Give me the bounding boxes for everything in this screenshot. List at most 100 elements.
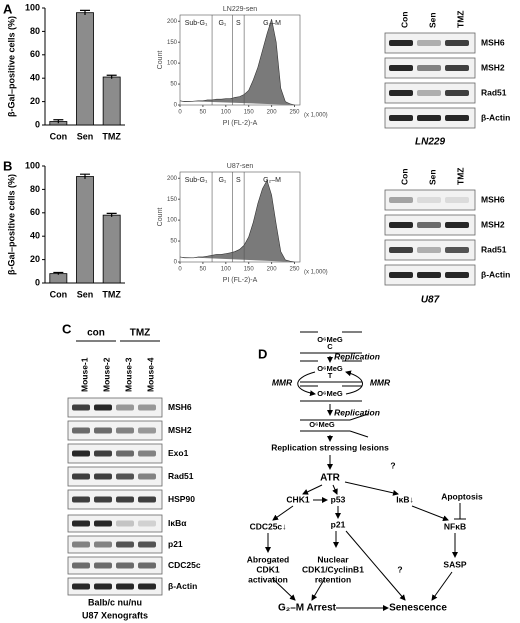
blot-band <box>445 90 469 96</box>
blot-band <box>72 541 90 548</box>
blot-band <box>417 197 441 203</box>
bar <box>76 12 94 126</box>
diagram-node: O⁶MeG <box>317 364 343 373</box>
blot-band <box>72 473 90 480</box>
blot-band <box>138 541 156 548</box>
blot-band <box>138 496 156 503</box>
blot-band <box>116 541 134 548</box>
diagram-node: Senescence <box>389 603 447 614</box>
diagram-node: T <box>328 371 333 380</box>
blot-band <box>417 115 441 121</box>
diagram-node: ? <box>390 460 395 470</box>
y-tick-label: 150 <box>167 197 178 203</box>
histogram <box>179 19 295 106</box>
row-label: HSP90 <box>168 494 195 504</box>
column-label: Mouse-3 <box>123 357 133 392</box>
bar <box>76 176 94 284</box>
gate-label: Sub-G₁ <box>185 177 208 184</box>
blot-frame <box>384 239 476 261</box>
diagram-node: C <box>327 342 333 351</box>
blot-band <box>445 115 469 121</box>
group-label: TMZ <box>130 328 151 339</box>
row-label: MSH6 <box>481 194 505 204</box>
blot-band <box>94 473 112 480</box>
blot-band <box>417 272 441 278</box>
diagram-node: O⁶MeG <box>309 420 335 429</box>
x-tick-label: 100 <box>221 110 232 116</box>
gate-label: G₁ <box>218 177 226 184</box>
y-axis-label: β-Gal–positive cells (%) <box>6 174 16 275</box>
row-label: Rad51 <box>168 471 194 481</box>
diagram-node: ? <box>397 564 402 574</box>
x-axis-label: PI (FL-2)-A <box>223 277 258 284</box>
histogram <box>179 179 295 263</box>
blot-band <box>389 90 413 96</box>
blot-band <box>417 222 441 228</box>
row-label: MSH2 <box>168 425 192 435</box>
y-axis-label: β-Gal–positive cells (%) <box>6 16 16 117</box>
row-label: MSH6 <box>168 402 192 412</box>
y-tick-label: 60 <box>30 49 40 59</box>
row-label: MSH6 <box>481 37 505 47</box>
blot-frame <box>67 443 163 464</box>
diagram-node: CHK1 <box>286 494 309 504</box>
y-tick-label: 50 <box>170 239 177 245</box>
x-tick-label: TMZ <box>102 131 121 141</box>
gate-label: G₂–M <box>263 177 281 184</box>
blot-band <box>116 496 134 503</box>
blot-band <box>94 404 112 411</box>
column-label: Mouse-2 <box>101 357 111 392</box>
x-unit: (x 1,000) <box>304 113 328 119</box>
diagram-node: ATR <box>320 473 341 484</box>
gate-label: G₁ <box>218 20 226 27</box>
bar <box>102 214 121 284</box>
blot-band <box>389 115 413 121</box>
y-tick-label: 60 <box>30 207 40 217</box>
blot-band <box>116 404 134 411</box>
diagram-node: CDK1/CyclinB1 <box>302 564 364 574</box>
diagram-arrows <box>265 331 466 611</box>
blot-frame <box>67 514 163 533</box>
diagram-node: O⁶MeG <box>317 389 343 398</box>
row-label: CDC25c <box>168 560 201 570</box>
blot-band <box>94 562 112 569</box>
blot-band <box>72 520 90 527</box>
diagram-node: MMR <box>272 377 293 387</box>
blot-band <box>417 65 441 71</box>
x-tick-label: 50 <box>200 267 207 273</box>
x-tick-label: Sen <box>77 131 94 141</box>
diagram-node: NFκB <box>444 521 466 531</box>
y-tick-label: 100 <box>25 2 40 12</box>
blot-frame <box>384 189 476 211</box>
group-label: con <box>87 328 105 339</box>
blot-frame <box>67 577 163 596</box>
blot-band <box>417 90 441 96</box>
blot-band <box>138 450 156 457</box>
blot-caption: U87 <box>421 295 440 306</box>
x-tick-label: 0 <box>178 110 182 116</box>
blot-band <box>72 583 90 590</box>
blot-frame <box>67 489 163 510</box>
diagram-node: Abrogated <box>247 554 290 564</box>
diagram-node: p21 <box>331 519 346 529</box>
blot-frame <box>384 82 476 104</box>
blot-band <box>138 520 156 527</box>
y-tick-label: 100 <box>25 160 40 170</box>
gate-label: S <box>236 177 241 184</box>
blot-band <box>94 583 112 590</box>
panel-label: A <box>3 1 13 16</box>
x-tick-label: 150 <box>244 267 255 273</box>
y-axis-label: Count <box>157 51 164 70</box>
x-tick-label: 150 <box>244 110 255 116</box>
diagram-node: SASP <box>443 559 466 569</box>
blot-band <box>138 583 156 590</box>
blot-band <box>94 427 112 434</box>
y-tick-label: 200 <box>167 176 178 182</box>
diagram-node: Apoptosis <box>441 491 483 501</box>
x-tick-label: TMZ <box>102 289 121 299</box>
row-label: IκBα <box>168 518 187 528</box>
blot-band <box>94 496 112 503</box>
error-bar <box>53 271 64 275</box>
blot-band <box>138 404 156 411</box>
diagram-node: CDC25c↓ <box>250 521 287 531</box>
